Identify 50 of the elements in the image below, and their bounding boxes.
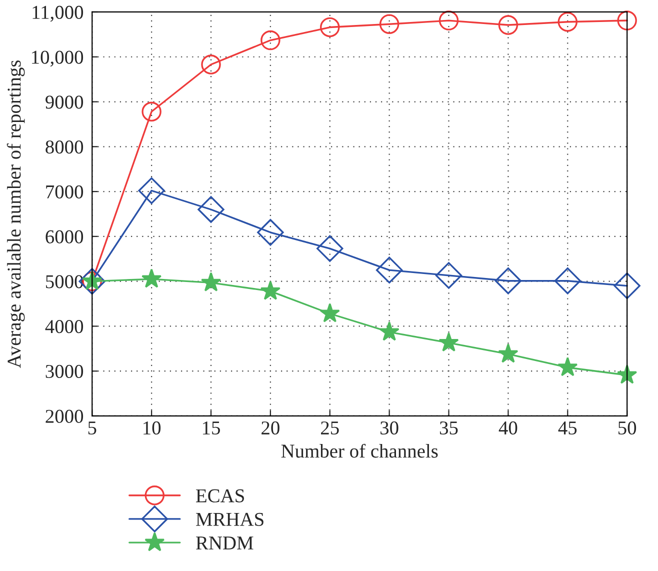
point	[260, 30, 280, 50]
point	[260, 280, 281, 300]
point	[138, 177, 165, 204]
point	[558, 356, 578, 376]
legend-label: MRHAS	[196, 512, 264, 526]
x-tick-label: 10	[144, 421, 161, 435]
x-tick-label: 40	[498, 421, 518, 435]
point	[379, 14, 400, 34]
point	[435, 262, 462, 289]
point	[320, 303, 340, 322]
point	[438, 10, 459, 30]
point	[614, 272, 640, 300]
x-tick-label: 15	[202, 421, 220, 435]
x-tick-label: 25	[321, 421, 339, 435]
y-tick-label: 8000	[46, 140, 84, 154]
y-tick-label: 7000	[46, 185, 84, 198]
y-tick-label: 4000	[45, 320, 84, 334]
point	[257, 219, 284, 246]
x-tick-label: 50	[618, 421, 636, 435]
point	[498, 15, 518, 35]
point	[142, 102, 162, 122]
point	[379, 321, 400, 341]
point	[141, 268, 162, 288]
y-tick-label: 3000	[46, 364, 84, 378]
point	[316, 235, 344, 262]
x-tick-label: 45	[558, 422, 577, 435]
point	[198, 196, 224, 223]
point	[438, 332, 459, 352]
y-tick-label: 10,000	[32, 50, 84, 67]
point	[617, 10, 637, 30]
x-tick-label: 30	[380, 421, 398, 435]
y-tick-label: 2000	[46, 410, 84, 423]
point	[376, 256, 403, 284]
point	[498, 343, 518, 363]
point	[320, 17, 340, 38]
point	[494, 268, 522, 294]
legend-label: RNDM	[196, 536, 254, 550]
point	[201, 54, 221, 74]
point	[558, 12, 578, 32]
y-tick-label: 9000	[46, 96, 84, 109]
point	[200, 272, 222, 292]
y-tick-label: 11,000	[32, 6, 84, 22]
y-tick-label: 6000	[46, 230, 84, 244]
legend-label: ECAS	[196, 489, 244, 502]
x-tick-label: 35	[440, 421, 458, 435]
y-axis-title: Average available number of reportings	[6, 60, 25, 368]
point	[554, 268, 581, 294]
x-axis-title: Number of channels	[281, 444, 438, 458]
x-tick-label: 5	[88, 422, 96, 435]
x-tick-label: 20	[262, 421, 280, 435]
